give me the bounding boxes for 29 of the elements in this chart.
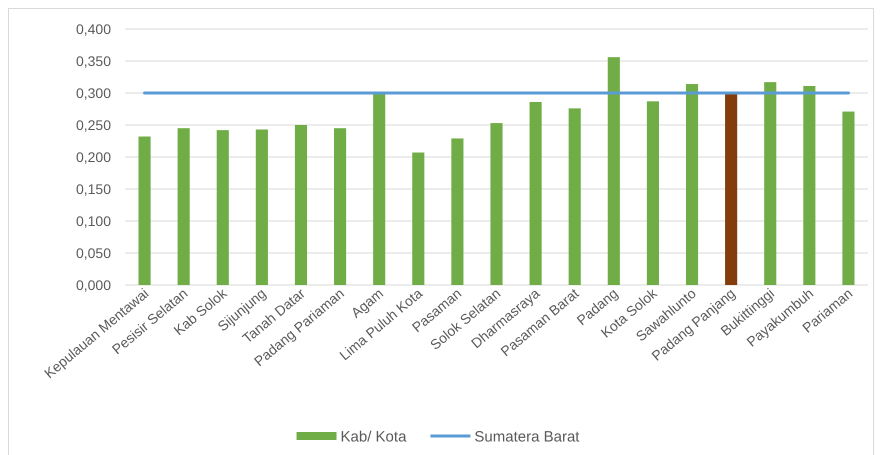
bar bbox=[138, 136, 151, 285]
y-tick-label: 0,400 bbox=[76, 20, 112, 37]
bar bbox=[725, 94, 738, 285]
bar bbox=[568, 108, 581, 285]
bar bbox=[842, 112, 855, 285]
bar bbox=[764, 82, 776, 285]
y-tick-label: 0,300 bbox=[76, 84, 112, 101]
bar bbox=[178, 128, 190, 285]
legend-label: Kab/ Kota bbox=[340, 428, 408, 446]
bar bbox=[646, 101, 659, 285]
bar bbox=[451, 138, 464, 285]
legend-label: Sumatera Barat bbox=[474, 428, 580, 446]
bar bbox=[256, 129, 268, 285]
bar bbox=[803, 86, 816, 285]
bar bbox=[334, 128, 346, 285]
bar bbox=[490, 123, 503, 285]
bar bbox=[216, 130, 229, 285]
bar bbox=[294, 125, 308, 285]
bar bbox=[412, 152, 424, 285]
y-tick-label: 0,350 bbox=[76, 52, 112, 69]
bar bbox=[530, 102, 542, 285]
y-tick-label: 0,150 bbox=[76, 180, 112, 197]
bar bbox=[373, 93, 386, 285]
y-tick-label: 0,050 bbox=[76, 244, 112, 261]
y-tick-label: 0,100 bbox=[76, 212, 112, 229]
y-tick-label: 0,250 bbox=[76, 116, 112, 133]
bar bbox=[608, 57, 620, 285]
bar bbox=[686, 84, 698, 285]
y-tick-label: 0,200 bbox=[76, 148, 112, 165]
